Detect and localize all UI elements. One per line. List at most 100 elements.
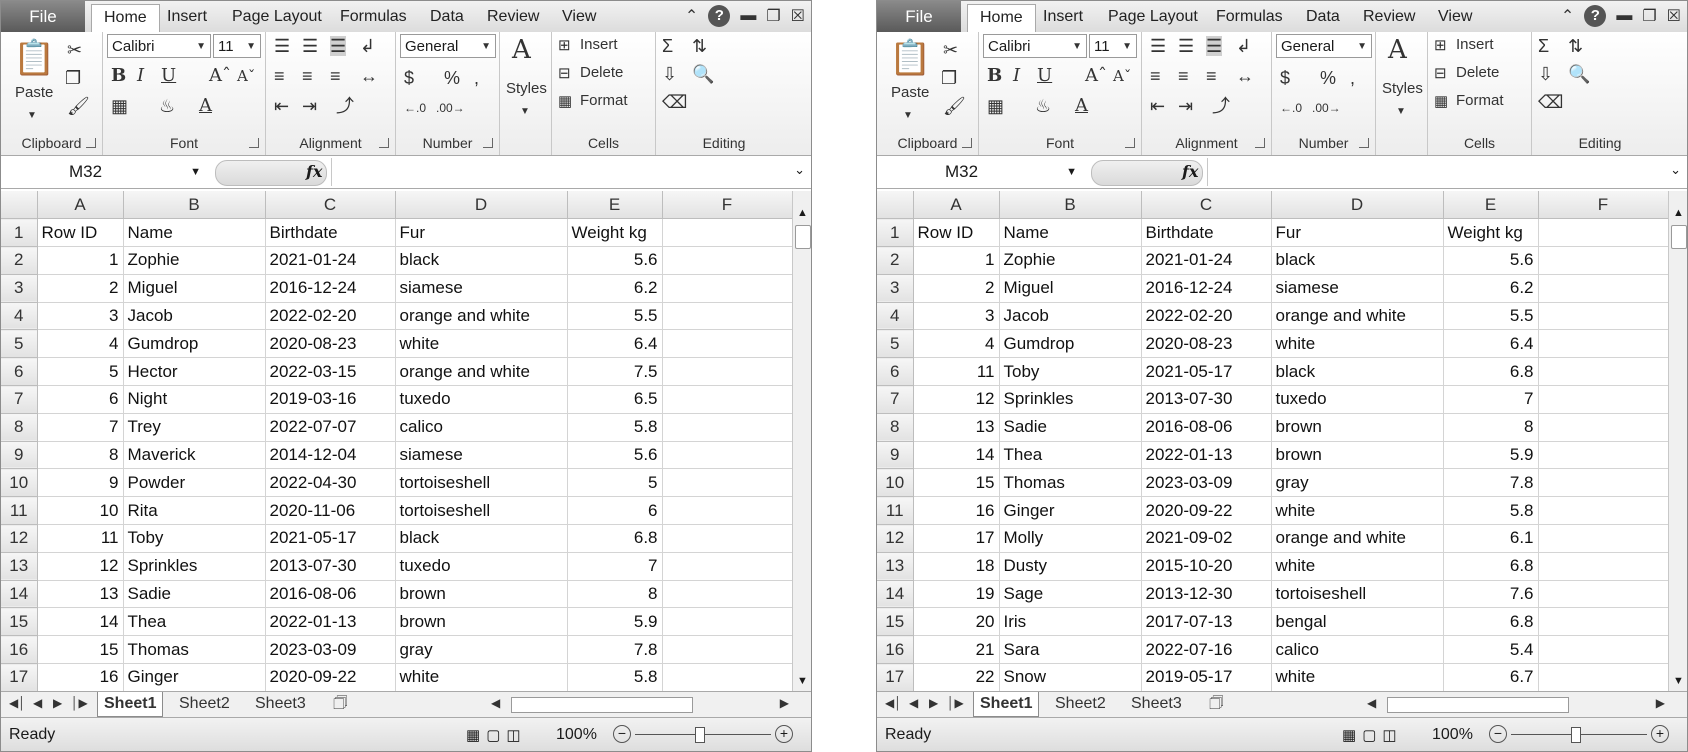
cell-b5[interactable]: Gumdrop bbox=[123, 329, 266, 359]
underline-icon[interactable]: U bbox=[161, 65, 177, 86]
cell-c6[interactable]: 2022-03-15 bbox=[265, 357, 396, 387]
tab-view[interactable]: View bbox=[562, 8, 597, 25]
fill-color-icon[interactable]: ♨ bbox=[159, 96, 176, 116]
cell-e13[interactable]: 6.8 bbox=[1443, 552, 1539, 581]
cell-e14[interactable]: 8 bbox=[567, 580, 663, 609]
cut-icon[interactable]: ✂ bbox=[67, 40, 83, 60]
cell-d3[interactable]: siamese bbox=[395, 274, 568, 303]
cell-a7[interactable]: 6 bbox=[37, 385, 124, 414]
row-header[interactable]: 4 bbox=[877, 302, 914, 331]
close-icon[interactable]: ☒ bbox=[1666, 8, 1681, 25]
cell-b11[interactable]: Rita bbox=[123, 496, 266, 526]
row-header[interactable]: 2 bbox=[1, 246, 38, 275]
cell-f16[interactable] bbox=[1538, 635, 1669, 665]
cell-c3[interactable]: 2016-12-24 bbox=[1141, 274, 1272, 303]
cell-f13[interactable] bbox=[662, 552, 793, 581]
cell-f15[interactable] bbox=[1538, 607, 1669, 637]
cell-e1[interactable]: Weight kg bbox=[1443, 218, 1539, 248]
align-middle-icon[interactable]: ☰ bbox=[1178, 36, 1195, 56]
cell-e12[interactable]: 6.8 bbox=[567, 524, 663, 553]
row-header[interactable]: 3 bbox=[877, 274, 914, 303]
page-layout-view-icon[interactable]: ▢ bbox=[1362, 727, 1377, 744]
decrease-indent-icon[interactable]: ⇤ bbox=[1150, 96, 1166, 116]
cell-b16[interactable]: Sara bbox=[999, 635, 1142, 665]
tab-page-layout[interactable]: Page Layout bbox=[232, 8, 322, 25]
tab-insert[interactable]: Insert bbox=[1043, 8, 1084, 25]
column-header-a[interactable]: A bbox=[913, 191, 1000, 220]
tab-data[interactable]: Data bbox=[430, 8, 464, 25]
cell-a17[interactable]: 22 bbox=[913, 663, 1000, 692]
h-scroll-thumb[interactable] bbox=[511, 697, 693, 713]
cell-d14[interactable]: tortoiseshell bbox=[1271, 580, 1444, 609]
cell-a13[interactable]: 18 bbox=[913, 552, 1000, 581]
select-all-corner[interactable] bbox=[1, 191, 38, 220]
prev-sheet-icon[interactable]: ◀ bbox=[909, 696, 919, 710]
cell-a5[interactable]: 4 bbox=[913, 329, 1000, 359]
horizontal-scrollbar[interactable]: ◀ ▶ bbox=[1367, 695, 1665, 713]
row-header[interactable]: 12 bbox=[1, 524, 38, 553]
italic-icon[interactable]: I bbox=[137, 65, 145, 86]
sheet-tab-2[interactable]: Sheet2 bbox=[179, 695, 230, 712]
cell-b3[interactable]: Miguel bbox=[999, 274, 1142, 303]
row-header[interactable]: 2 bbox=[877, 246, 914, 275]
cell-a12[interactable]: 17 bbox=[913, 524, 1000, 553]
sheet-tab-3[interactable]: Sheet3 bbox=[1131, 695, 1182, 712]
orientation-icon[interactable]: ⤴ bbox=[336, 96, 354, 116]
row-header[interactable]: 17 bbox=[1, 663, 38, 692]
cell-f3[interactable] bbox=[1538, 274, 1669, 303]
cell-a4[interactable]: 3 bbox=[913, 302, 1000, 331]
page-break-view-icon[interactable]: ◫ bbox=[506, 727, 521, 744]
cell-d10[interactable]: gray bbox=[1271, 468, 1444, 498]
cell-d2[interactable]: black bbox=[395, 246, 568, 275]
cell-e6[interactable]: 6.8 bbox=[1443, 357, 1539, 387]
cell-d9[interactable]: brown bbox=[1271, 441, 1444, 470]
row-header[interactable]: 16 bbox=[1, 635, 38, 665]
cell-d10[interactable]: tortoiseshell bbox=[395, 468, 568, 498]
font-color-icon[interactable]: A bbox=[199, 95, 212, 116]
delete-cells-button[interactable]: Delete bbox=[1456, 64, 1500, 81]
cell-a3[interactable]: 2 bbox=[913, 274, 1000, 303]
borders-icon[interactable]: ▦ bbox=[111, 96, 129, 116]
currency-icon[interactable]: $ bbox=[404, 68, 415, 88]
zoom-knob[interactable] bbox=[695, 727, 705, 743]
merge-center-icon[interactable]: ↔ bbox=[1236, 66, 1254, 86]
row-header[interactable]: 7 bbox=[1, 385, 38, 414]
italic-icon[interactable]: I bbox=[1013, 65, 1021, 86]
cell-f11[interactable] bbox=[662, 496, 793, 526]
clipboard-launcher-icon[interactable] bbox=[86, 138, 96, 148]
cell-e6[interactable]: 7.5 bbox=[567, 357, 663, 387]
row-header[interactable]: 1 bbox=[877, 218, 914, 248]
cell-d5[interactable]: white bbox=[1271, 329, 1444, 359]
autosum-icon[interactable]: Σ bbox=[1538, 36, 1550, 56]
first-sheet-icon[interactable]: ◀│ bbox=[885, 696, 902, 710]
cell-c15[interactable]: 2017-07-13 bbox=[1141, 607, 1272, 637]
font-size-select[interactable]: 11 ▼ bbox=[1089, 34, 1137, 58]
cell-f4[interactable] bbox=[1538, 302, 1669, 331]
tab-review[interactable]: Review bbox=[1363, 8, 1416, 25]
fill-color-icon[interactable]: ♨ bbox=[1035, 96, 1052, 116]
copy-icon[interactable]: ❐ bbox=[941, 68, 958, 88]
scroll-right-icon[interactable]: ▶ bbox=[1655, 696, 1665, 710]
cell-e9[interactable]: 5.6 bbox=[567, 441, 663, 470]
column-header-f[interactable]: F bbox=[1538, 191, 1669, 220]
cell-d11[interactable]: white bbox=[1271, 496, 1444, 526]
cell-e17[interactable]: 6.7 bbox=[1443, 663, 1539, 692]
cell-c16[interactable]: 2023-03-09 bbox=[265, 635, 396, 665]
cell-a16[interactable]: 21 bbox=[913, 635, 1000, 665]
cell-d1[interactable]: Fur bbox=[1271, 218, 1444, 248]
cell-a14[interactable]: 19 bbox=[913, 580, 1000, 609]
insert-function-icon[interactable]: fx bbox=[1182, 162, 1199, 181]
cell-c4[interactable]: 2022-02-20 bbox=[265, 302, 396, 331]
align-left-icon[interactable]: ≡ bbox=[274, 66, 285, 86]
format-cells-button[interactable]: Format bbox=[1456, 92, 1504, 109]
cell-f5[interactable] bbox=[1538, 329, 1669, 359]
sort-filter-icon[interactable]: ⇅ bbox=[1568, 36, 1584, 56]
cell-c1[interactable]: Birthdate bbox=[265, 218, 396, 248]
insert-cells-button[interactable]: Insert bbox=[580, 36, 618, 53]
cell-b4[interactable]: Jacob bbox=[123, 302, 266, 331]
autosum-icon[interactable]: Σ bbox=[662, 36, 674, 56]
cell-b1[interactable]: Name bbox=[999, 218, 1142, 248]
cell-a17[interactable]: 16 bbox=[37, 663, 124, 692]
cell-e8[interactable]: 5.8 bbox=[567, 413, 663, 442]
delete-cells-button[interactable]: Delete bbox=[580, 64, 624, 81]
